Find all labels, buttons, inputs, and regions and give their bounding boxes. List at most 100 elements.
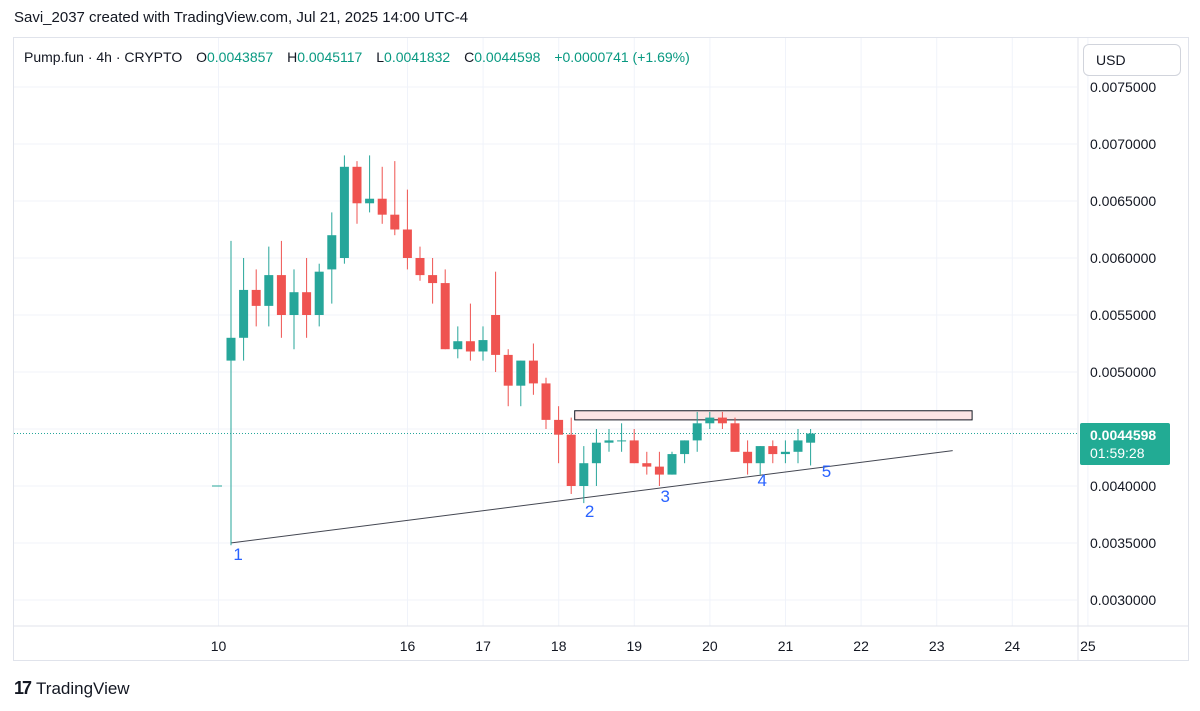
candle <box>491 271 501 372</box>
candle <box>264 246 274 327</box>
candle <box>806 429 816 466</box>
candle <box>780 440 790 464</box>
candle-body <box>339 166 349 258</box>
candle-body <box>541 383 551 420</box>
candle-body <box>768 446 778 455</box>
candle-body <box>680 440 690 455</box>
candle <box>352 161 362 224</box>
symbol-label[interactable]: Pump.fun · 4h · CRYPTO <box>24 49 183 65</box>
candle-body <box>793 440 803 452</box>
candle-body <box>428 275 438 284</box>
candle <box>428 258 438 304</box>
candle <box>692 411 702 452</box>
currency-button[interactable]: USD <box>1083 44 1181 76</box>
candle <box>528 343 538 395</box>
bar-countdown: 01:59:28 <box>1090 445 1145 461</box>
open-value: 0.0043857 <box>207 49 274 65</box>
x-tick-label: 22 <box>853 638 869 654</box>
tradingview-logo[interactable]: 17 TradingView <box>14 678 130 699</box>
candle-body <box>755 446 765 464</box>
candle <box>617 423 627 452</box>
candle-body <box>302 292 312 315</box>
candle-body <box>743 451 753 464</box>
candle <box>251 269 261 327</box>
support-trendline <box>230 450 953 544</box>
tradingview-logo-icon: 17 <box>14 678 32 698</box>
candle-body <box>730 423 740 452</box>
candle <box>541 377 551 429</box>
candle <box>730 417 740 452</box>
x-tick-label: 10 <box>211 638 227 654</box>
candle-body <box>327 235 337 270</box>
candle-body <box>617 440 627 442</box>
candle-body <box>528 360 538 384</box>
candle <box>314 263 324 327</box>
candle <box>654 451 664 486</box>
candle <box>629 429 639 464</box>
close-value: 0.0044598 <box>474 49 541 65</box>
candle <box>667 451 677 475</box>
candle-body <box>402 229 412 258</box>
chart-frame <box>13 37 1189 661</box>
candle <box>579 446 589 504</box>
wave-label: 1 <box>233 545 242 564</box>
candle <box>289 269 299 350</box>
candle-body <box>780 451 790 455</box>
candle-body <box>251 289 261 306</box>
candle-body <box>390 214 400 230</box>
y-tick-label: 0.0030000 <box>1090 592 1156 608</box>
candle-body <box>491 315 501 355</box>
high-value: 0.0045117 <box>297 49 363 65</box>
candle <box>402 189 412 270</box>
candle <box>516 360 526 407</box>
candle <box>465 303 475 361</box>
candle <box>415 246 425 281</box>
candle <box>239 258 249 361</box>
candle-body <box>352 166 362 204</box>
wave-label: 5 <box>822 462 831 481</box>
candle-body <box>440 283 450 350</box>
candle-body <box>705 417 715 424</box>
wave-label: 2 <box>585 502 594 521</box>
x-tick-label: 23 <box>929 638 945 654</box>
candle-body <box>503 354 513 386</box>
x-tick-label: 24 <box>1005 638 1021 654</box>
candle-body <box>226 337 236 361</box>
candle <box>478 326 488 361</box>
x-tick-label: 25 <box>1080 638 1096 654</box>
candle <box>705 411 715 429</box>
candle <box>680 440 690 464</box>
y-tick-label: 0.0035000 <box>1090 535 1156 551</box>
wave-label: 3 <box>660 487 669 506</box>
candle-body <box>604 440 614 443</box>
candle-body <box>717 417 727 424</box>
candle-body <box>806 433 816 443</box>
candle <box>503 349 513 407</box>
x-tick-label: 17 <box>475 638 491 654</box>
change-value: +0.0000741 (+1.69%) <box>554 49 690 65</box>
candle-body <box>579 463 589 486</box>
y-tick-label: 0.0060000 <box>1090 250 1156 266</box>
candle-body <box>667 454 677 475</box>
y-tick-label: 0.0040000 <box>1090 478 1156 494</box>
candle <box>339 155 349 264</box>
candle-body <box>314 271 324 315</box>
candle-body <box>566 434 576 486</box>
candle-body <box>591 442 601 464</box>
candle-body <box>554 419 564 435</box>
candle <box>390 161 400 236</box>
candle-body <box>629 440 639 464</box>
candle-body <box>377 198 387 215</box>
candle <box>554 406 564 464</box>
candle <box>743 440 753 475</box>
y-tick-label: 0.0070000 <box>1090 136 1156 152</box>
resistance-zone <box>574 410 973 421</box>
open-label: O <box>196 49 207 65</box>
candle <box>793 429 803 464</box>
close-label: C <box>464 49 475 65</box>
attribution-text: Savi_2037 created with TradingView.com, … <box>14 9 469 26</box>
candle <box>717 411 727 429</box>
candle <box>226 240 236 546</box>
tradingview-logo-text: TradingView <box>36 678 130 698</box>
